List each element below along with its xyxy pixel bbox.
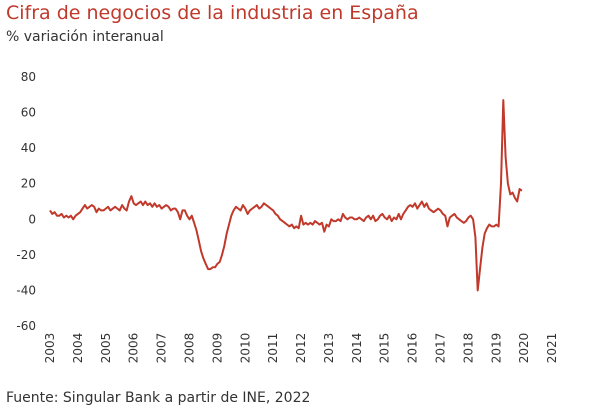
chart-subtitle: % variación interanual — [6, 29, 164, 45]
y-tick-label: -60 — [16, 319, 36, 333]
x-tick-label: 2006 — [127, 333, 141, 364]
chart-title: Cifra de negocios de la industria en Esp… — [6, 2, 419, 24]
x-tick-label: 2015 — [378, 333, 392, 364]
x-tick-label: 2016 — [406, 333, 420, 364]
x-tick-label: 2008 — [182, 333, 196, 364]
x-tick-label: 2014 — [350, 333, 364, 364]
x-tick-label: 2018 — [461, 333, 475, 364]
x-axis: 2003 2004 2005 2006 2007 2008 2009 2010 2011 2012… — [43, 333, 559, 364]
source-note: Fuente: Singular Bank a partir de INE, 2… — [6, 390, 311, 406]
y-tick-label: 0 — [28, 212, 36, 226]
x-tick-label: 2017 — [434, 333, 448, 364]
y-tick-label: 60 — [21, 106, 36, 120]
x-tick-label: 2013 — [322, 333, 336, 364]
x-tick-label: 2010 — [238, 333, 252, 364]
y-axis: 80 60 40 20 0 -20 -40 -60 — [16, 70, 36, 333]
x-tick-label: 2003 — [43, 333, 57, 364]
x-tick-label: 2007 — [155, 333, 169, 364]
y-tick-label: 40 — [21, 141, 36, 155]
x-tick-label: 2020 — [517, 333, 531, 364]
x-tick-label: 2009 — [210, 333, 224, 364]
y-tick-label: 20 — [21, 177, 36, 191]
y-tick-label: -40 — [16, 283, 36, 297]
x-tick-label: 2019 — [489, 333, 503, 364]
x-tick-label: 2012 — [294, 333, 308, 364]
series-line — [49, 99, 523, 292]
x-tick-label: 2011 — [266, 333, 280, 364]
series-layer — [49, 99, 523, 292]
x-tick-label: 2005 — [99, 333, 113, 364]
y-tick-label: -20 — [16, 248, 36, 262]
x-tick-label: 2021 — [545, 333, 559, 364]
x-tick-label: 2004 — [71, 333, 85, 364]
y-tick-label: 80 — [21, 70, 36, 84]
